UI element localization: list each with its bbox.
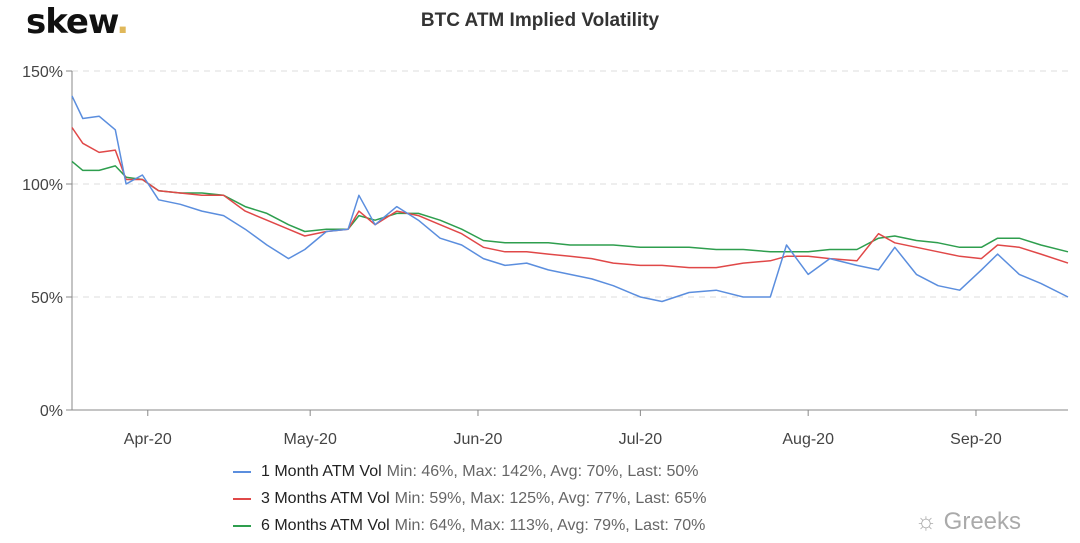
logo-dot: . <box>116 2 129 42</box>
legend-item-3m[interactable]: 3 Months ATM Vol Min: 59%, Max: 125%, Avg… <box>233 485 707 512</box>
x-tick-label: Apr-20 <box>124 431 172 448</box>
legend: 1 Month ATM Vol Min: 46%, Max: 142%, Avg:… <box>233 458 707 539</box>
legend-label: 3 Months ATM Vol <box>261 490 390 507</box>
logo-text: skew <box>26 2 117 42</box>
legend-swatch <box>233 497 251 500</box>
x-tick-label: May-20 <box>283 431 336 448</box>
legend-stats: Min: 64%, Max: 113%, Avg: 79%, Last: 70% <box>394 517 706 534</box>
chart-title: BTC ATM Implied Volatility <box>420 10 660 31</box>
series-line-3-months-atm-vol <box>71 127 1069 269</box>
y-tick-label: 150% <box>22 64 63 81</box>
x-tick-label: Jun-20 <box>454 431 503 448</box>
y-tick-label: 50% <box>31 290 63 307</box>
legend-stats: Min: 59%, Max: 125%, Avg: 77%, Last: 65% <box>394 490 707 507</box>
y-tick-label: 0% <box>40 403 63 420</box>
legend-swatch <box>233 470 251 473</box>
watermark-text: Greeks <box>943 508 1022 535</box>
watermark: ☼ Greeks <box>915 508 1021 536</box>
x-tick-label: Aug-20 <box>782 431 834 448</box>
wechat-icon: ☼ <box>915 508 937 535</box>
y-tick-label: 100% <box>22 177 63 194</box>
legend-label: 6 Months ATM Vol <box>261 517 390 534</box>
legend-stats: Min: 46%, Max: 142%, Avg: 70%, Last: 50% <box>386 463 699 480</box>
legend-swatch <box>233 524 251 527</box>
skew-logo: skew. <box>26 2 129 42</box>
legend-item-1m[interactable]: 1 Month ATM Vol Min: 46%, Max: 142%, Avg:… <box>233 458 707 485</box>
legend-item-6m[interactable]: 6 Months ATM Vol Min: 64%, Max: 113%, Avg… <box>233 512 707 539</box>
series-line-6-months-atm-vol <box>71 160 1069 253</box>
series-line-1-month-atm-vol <box>71 95 1069 303</box>
legend-label: 1 Month ATM Vol <box>261 463 382 480</box>
x-tick-label: Sep-20 <box>950 431 1002 448</box>
x-tick-label: Jul-20 <box>619 431 663 448</box>
